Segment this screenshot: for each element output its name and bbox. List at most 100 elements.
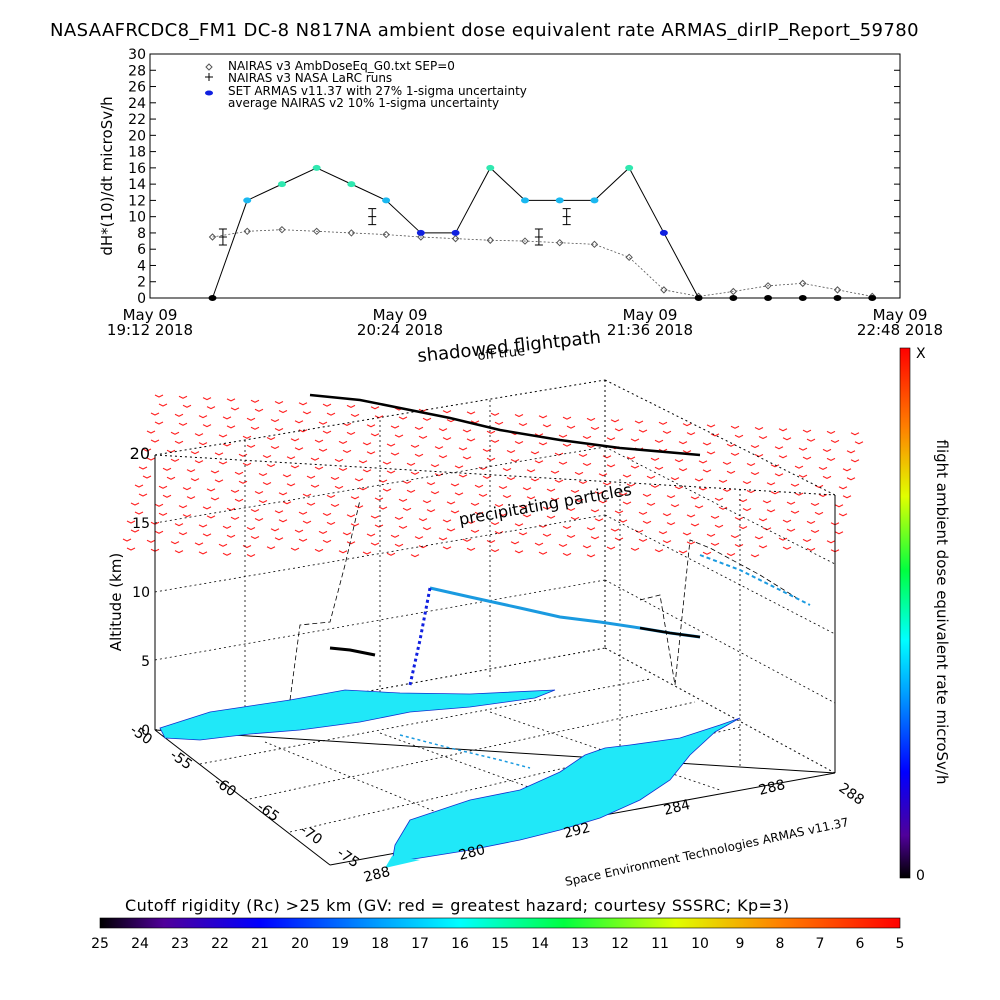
particle-arrow <box>546 488 556 492</box>
series-point <box>590 240 599 249</box>
flight-track <box>289 393 811 769</box>
particle-arrow <box>734 544 744 548</box>
top-plot-frame <box>149 53 901 299</box>
rigidity-tick-label: 16 <box>451 936 469 952</box>
series-point <box>562 208 571 226</box>
particle-arrow <box>434 446 444 450</box>
legend-item-3: average NAIRAS v2 10% 1-sigma uncertaint… <box>228 96 499 110</box>
particle-arrow <box>402 480 412 484</box>
particle-arrow <box>706 533 716 537</box>
particle-arrow <box>782 546 792 550</box>
particle-arrow <box>766 509 776 513</box>
particle-arrow <box>214 479 224 483</box>
rigidity-tick-label: 14 <box>531 936 549 952</box>
particle-arrow <box>818 493 828 498</box>
particle-arrow <box>494 504 504 508</box>
series-point <box>833 295 842 301</box>
lower-3d-plot: shadowed flightpath off true 0 <box>107 327 951 889</box>
particle-arrow <box>322 430 332 434</box>
particle-arrow <box>626 456 636 460</box>
series-point <box>451 234 460 243</box>
particle-arrow <box>842 468 852 472</box>
particle-arrow <box>754 454 764 458</box>
particle-arrow <box>726 443 736 447</box>
particle-arrow <box>246 554 256 558</box>
series-point <box>208 295 217 301</box>
particle-arrow <box>446 528 456 532</box>
legend-item-0: NAIRAS v3 AmbDoseEq_G0.txt SEP=0 <box>228 59 455 73</box>
particle-arrow <box>646 475 656 479</box>
particle-arrow <box>790 510 800 514</box>
particle-arrow <box>690 496 700 500</box>
particle-arrow <box>458 474 468 478</box>
particle-arrow <box>406 462 416 466</box>
particle-arrow <box>310 484 320 488</box>
particle-arrow <box>230 516 240 520</box>
particle-arrow <box>126 547 136 551</box>
particle-arrow <box>574 498 584 503</box>
particle-arrow <box>518 505 528 509</box>
particle-arrow <box>430 464 440 468</box>
series-point <box>416 229 425 236</box>
rigidity-ticks: 25 24 23 22 21 20 19 18 17 16 15 14 13 12 11 10 9 8 7 6 5 <box>91 936 904 952</box>
particle-arrow <box>798 447 808 451</box>
particle-arrow <box>554 452 564 456</box>
y-tick-label: 12 <box>128 193 146 209</box>
particle-arrow <box>306 502 316 506</box>
series-point <box>521 197 529 204</box>
particle-arrow <box>638 429 648 433</box>
particle-arrow <box>750 554 760 558</box>
y-tick-label: 20 <box>128 128 146 144</box>
y-tick-label: 22 <box>128 112 146 128</box>
particle-arrow <box>602 455 612 459</box>
particle-arrow <box>510 541 520 545</box>
particle-arrow <box>346 541 356 545</box>
particle-arrow <box>146 430 156 434</box>
particle-arrow <box>598 473 608 477</box>
particle-arrow <box>322 539 332 544</box>
particle-arrow <box>438 455 448 459</box>
box-wireframe <box>154 379 836 866</box>
particle-arrow <box>326 494 336 499</box>
particle-arrow <box>670 504 680 508</box>
series-point <box>625 253 633 262</box>
y-tick-label: 26 <box>128 80 146 96</box>
particle-arrow <box>462 538 472 542</box>
particle-arrow <box>454 465 464 469</box>
particle-arrow <box>550 497 560 501</box>
particle-arrow <box>514 550 524 554</box>
particle-arrow <box>414 536 424 540</box>
particle-arrow <box>290 465 300 469</box>
rigidity-tick-label: 23 <box>171 936 189 952</box>
particle-arrow <box>622 474 632 478</box>
particle-arrow <box>718 506 728 510</box>
particle-arrow <box>542 533 552 537</box>
particle-arrow <box>810 529 820 534</box>
particle-arrow <box>162 467 172 471</box>
particle-arrow <box>778 428 788 432</box>
particle-arrow <box>634 420 644 424</box>
particle-arrow <box>142 475 152 479</box>
particle-arrow <box>450 483 460 487</box>
particle-arrow <box>850 432 860 436</box>
particle-arrow <box>834 531 844 535</box>
particle-arrow <box>710 542 720 546</box>
particle-arrow <box>530 451 540 455</box>
particle-arrow <box>710 433 720 437</box>
particle-arrow <box>682 450 692 454</box>
particle-arrow <box>738 526 748 530</box>
particle-arrow <box>574 471 584 476</box>
particle-arrow <box>790 483 800 487</box>
x-tick-date-1: May 09 <box>373 306 428 324</box>
particle-arrow <box>286 456 296 460</box>
particle-arrow <box>722 461 732 465</box>
particle-arrow <box>206 406 216 410</box>
series-point <box>243 197 252 204</box>
particle-arrow <box>538 442 548 446</box>
particle-arrow <box>318 530 328 535</box>
particle-arrow <box>686 432 696 436</box>
particle-arrow <box>538 415 548 419</box>
particle-arrow <box>350 523 360 527</box>
lat-tick-1: -55 <box>167 747 195 773</box>
particle-arrow <box>442 546 452 550</box>
